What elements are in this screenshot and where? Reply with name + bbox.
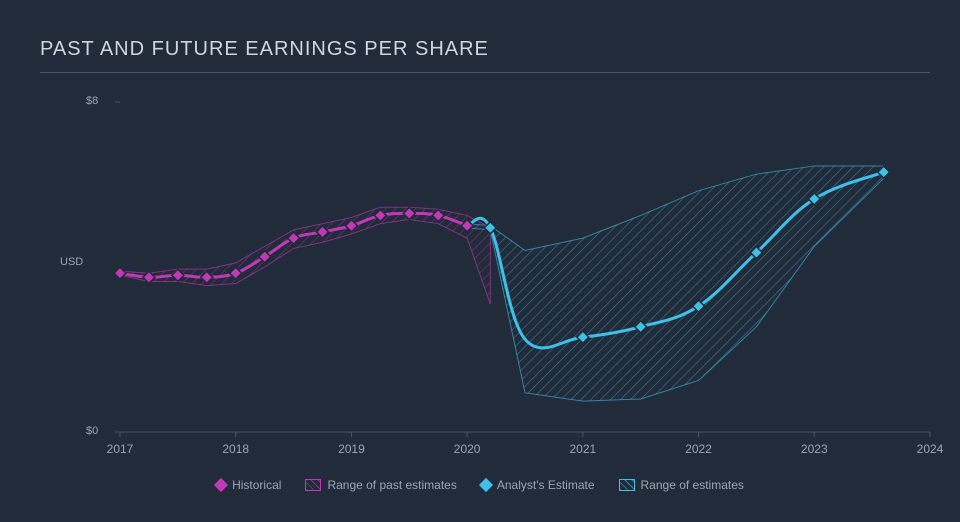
x-tick-label: 2020 bbox=[454, 442, 481, 456]
x-tick-label: 2023 bbox=[801, 442, 828, 456]
legend-estimate: Analyst's Estimate bbox=[481, 478, 595, 492]
x-tick-label: 2022 bbox=[685, 442, 712, 456]
y-tick-label: $0 bbox=[86, 425, 98, 437]
legend-historical: Historical bbox=[216, 478, 281, 492]
x-tick-label: 2017 bbox=[107, 442, 134, 456]
y-tick-label: $8 bbox=[86, 95, 98, 107]
legend-past-range: Range of past estimates bbox=[305, 478, 456, 492]
legend: Historical Range of past estimates Analy… bbox=[0, 478, 960, 492]
legend-est-range: Range of estimates bbox=[619, 478, 744, 492]
x-tick-label: 2024 bbox=[917, 442, 944, 456]
x-tick-label: 2019 bbox=[338, 442, 365, 456]
x-tick-label: 2021 bbox=[569, 442, 596, 456]
x-tick-label: 2018 bbox=[222, 442, 249, 456]
